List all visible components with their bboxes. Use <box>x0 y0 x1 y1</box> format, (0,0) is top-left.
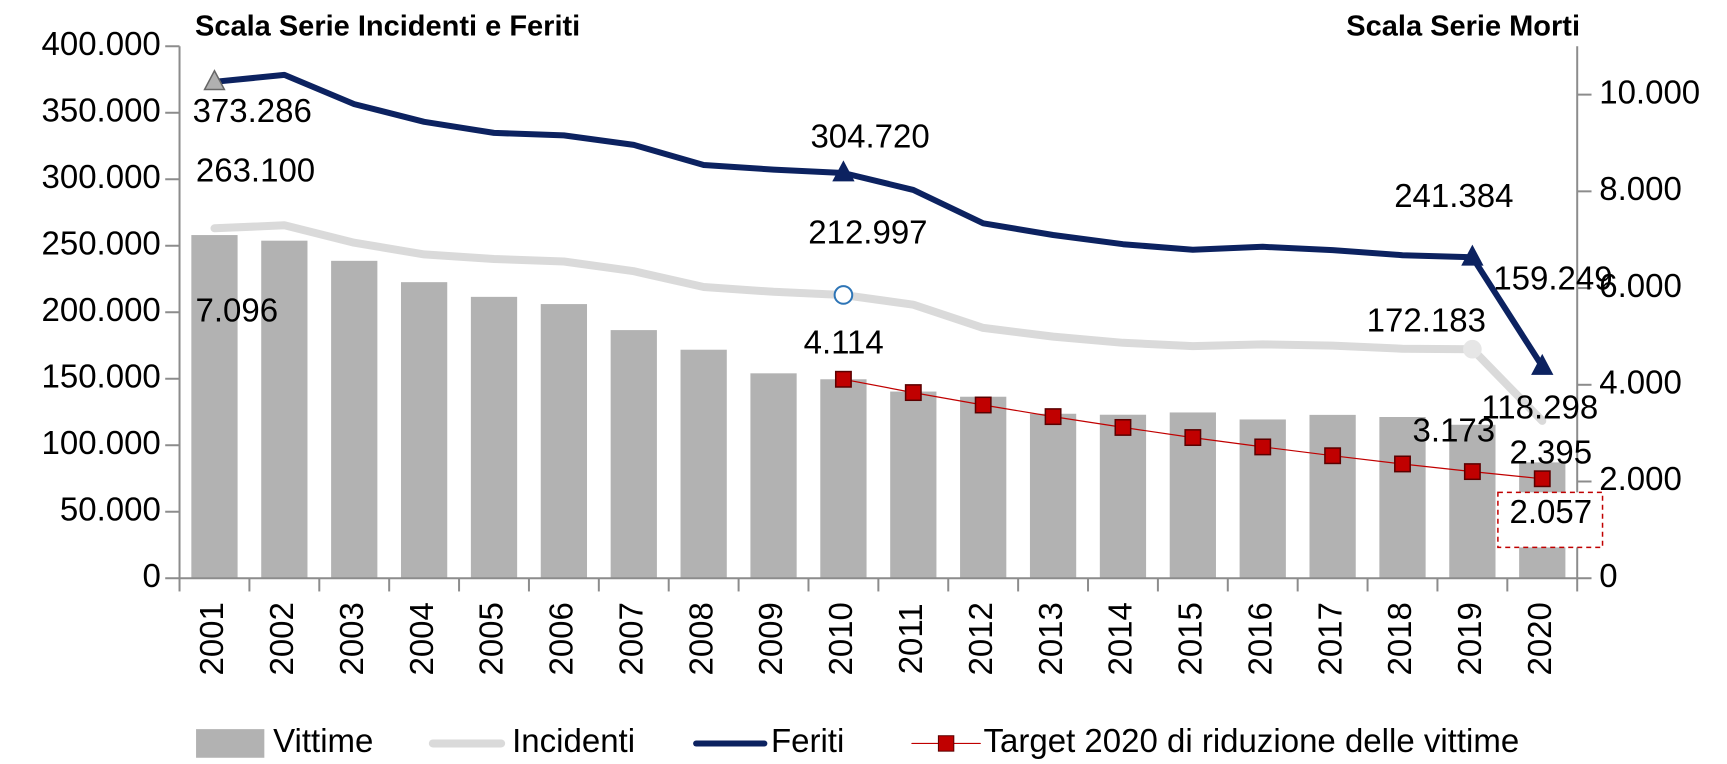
marker <box>904 384 922 402</box>
x-tick-label: 2014 <box>1102 602 1139 675</box>
x-tick-label: 2003 <box>333 602 370 675</box>
bar <box>1309 414 1356 579</box>
marker <box>834 370 852 388</box>
x-tick-label: 2007 <box>612 602 649 675</box>
bar <box>400 282 448 579</box>
data-label: 4.114 <box>804 323 884 360</box>
bar <box>191 235 238 579</box>
legend-marker <box>937 735 955 752</box>
x-tick-label: 2013 <box>1032 602 1069 675</box>
y-tick-label: 350.000 <box>42 91 161 128</box>
y2-tick-label: 8.000 <box>1599 170 1682 207</box>
legend-label: Target 2020 di riduzione delle vittime <box>984 722 1520 759</box>
y-tick-label: 100.000 <box>42 424 161 461</box>
data-label: 172.183 <box>1367 301 1486 338</box>
marker <box>833 285 854 305</box>
bar <box>680 349 727 579</box>
x-tick-label: 2015 <box>1172 602 1209 675</box>
bar <box>750 373 797 579</box>
legend-label: Vittime <box>273 722 373 759</box>
bar <box>820 379 867 579</box>
y2-axis-title: Scala Serie Morti <box>1346 11 1580 43</box>
data-label: 304.720 <box>810 117 929 154</box>
marker <box>1531 353 1554 375</box>
line <box>211 71 1546 370</box>
x-tick-label: 2009 <box>752 602 789 675</box>
y-tick-label: 200.000 <box>42 291 161 328</box>
x-tick-label: 2006 <box>543 602 580 675</box>
y2-tick-label: 0 <box>1599 557 1617 594</box>
bar <box>1449 424 1496 579</box>
legend-label: Incidenti <box>512 722 635 759</box>
marker <box>1114 418 1132 436</box>
data-label: 3.173 <box>1413 412 1496 449</box>
x-tick-label: 2019 <box>1451 602 1488 675</box>
marker <box>974 396 992 414</box>
y-tick-label: 0 <box>142 557 160 594</box>
x-tick-label: 2001 <box>193 602 230 675</box>
bar <box>331 260 378 579</box>
y2-tick-label: 10.000 <box>1599 73 1700 110</box>
marker <box>1254 438 1272 456</box>
bar <box>1029 413 1077 579</box>
y2-tick-label: 2.000 <box>1599 460 1682 497</box>
x-tick-label: 2016 <box>1241 602 1278 675</box>
x-tick-label: 2008 <box>682 602 719 675</box>
data-label: 159.249 <box>1493 260 1612 297</box>
x-tick-label: 2017 <box>1311 602 1348 675</box>
marker <box>1184 429 1202 447</box>
x-tick-label: 2010 <box>822 602 859 675</box>
data-label: 118.298 <box>1481 388 1598 425</box>
y-tick-label: 50.000 <box>60 490 161 527</box>
x-tick-label: 2005 <box>473 602 510 675</box>
y-tick-label: 400.000 <box>42 25 161 62</box>
label-box <box>1497 491 1604 549</box>
line <box>210 221 1547 425</box>
y-tick-label: 250.000 <box>42 224 161 261</box>
marker <box>1533 470 1551 488</box>
data-label: 263.100 <box>196 152 315 189</box>
marker <box>1044 408 1062 426</box>
marker <box>1324 447 1342 465</box>
bar <box>470 296 518 579</box>
marker <box>1463 463 1481 481</box>
bar <box>960 396 1007 579</box>
bar <box>261 240 308 579</box>
marker <box>1461 244 1484 266</box>
x-tick-label: 2012 <box>962 602 999 675</box>
data-label: 7.096 <box>196 292 279 329</box>
y-tick-label: 150.000 <box>42 357 161 394</box>
y2-tick-label: 4.000 <box>1599 364 1682 401</box>
marker <box>1394 455 1411 473</box>
bar <box>610 330 657 579</box>
legend-swatch <box>196 729 265 758</box>
x-tick-label: 2011 <box>892 603 929 674</box>
x-tick-label: 2018 <box>1381 602 1418 675</box>
bar <box>1099 414 1147 579</box>
y-axis-title: Scala Serie Incidenti e Feriti <box>195 11 580 43</box>
marker <box>1463 339 1482 359</box>
y-tick-label: 300.000 <box>42 158 161 195</box>
x-tick-label: 2020 <box>1521 602 1558 675</box>
x-tick-label: 2002 <box>263 602 300 675</box>
data-label: 2.057 <box>1509 493 1592 530</box>
bar <box>1379 416 1426 579</box>
data-label: 212.997 <box>808 213 927 250</box>
data-label: 2.395 <box>1509 434 1592 471</box>
y2-tick-label: 6.000 <box>1599 267 1682 304</box>
data-label: 373.286 <box>193 92 312 129</box>
marker <box>832 160 855 182</box>
bar <box>540 304 588 579</box>
legend-label: Feriti <box>771 722 844 759</box>
marker <box>203 69 226 91</box>
x-tick-label: 2004 <box>403 602 440 675</box>
bar <box>890 391 937 579</box>
data-label: 241.384 <box>1394 177 1513 214</box>
